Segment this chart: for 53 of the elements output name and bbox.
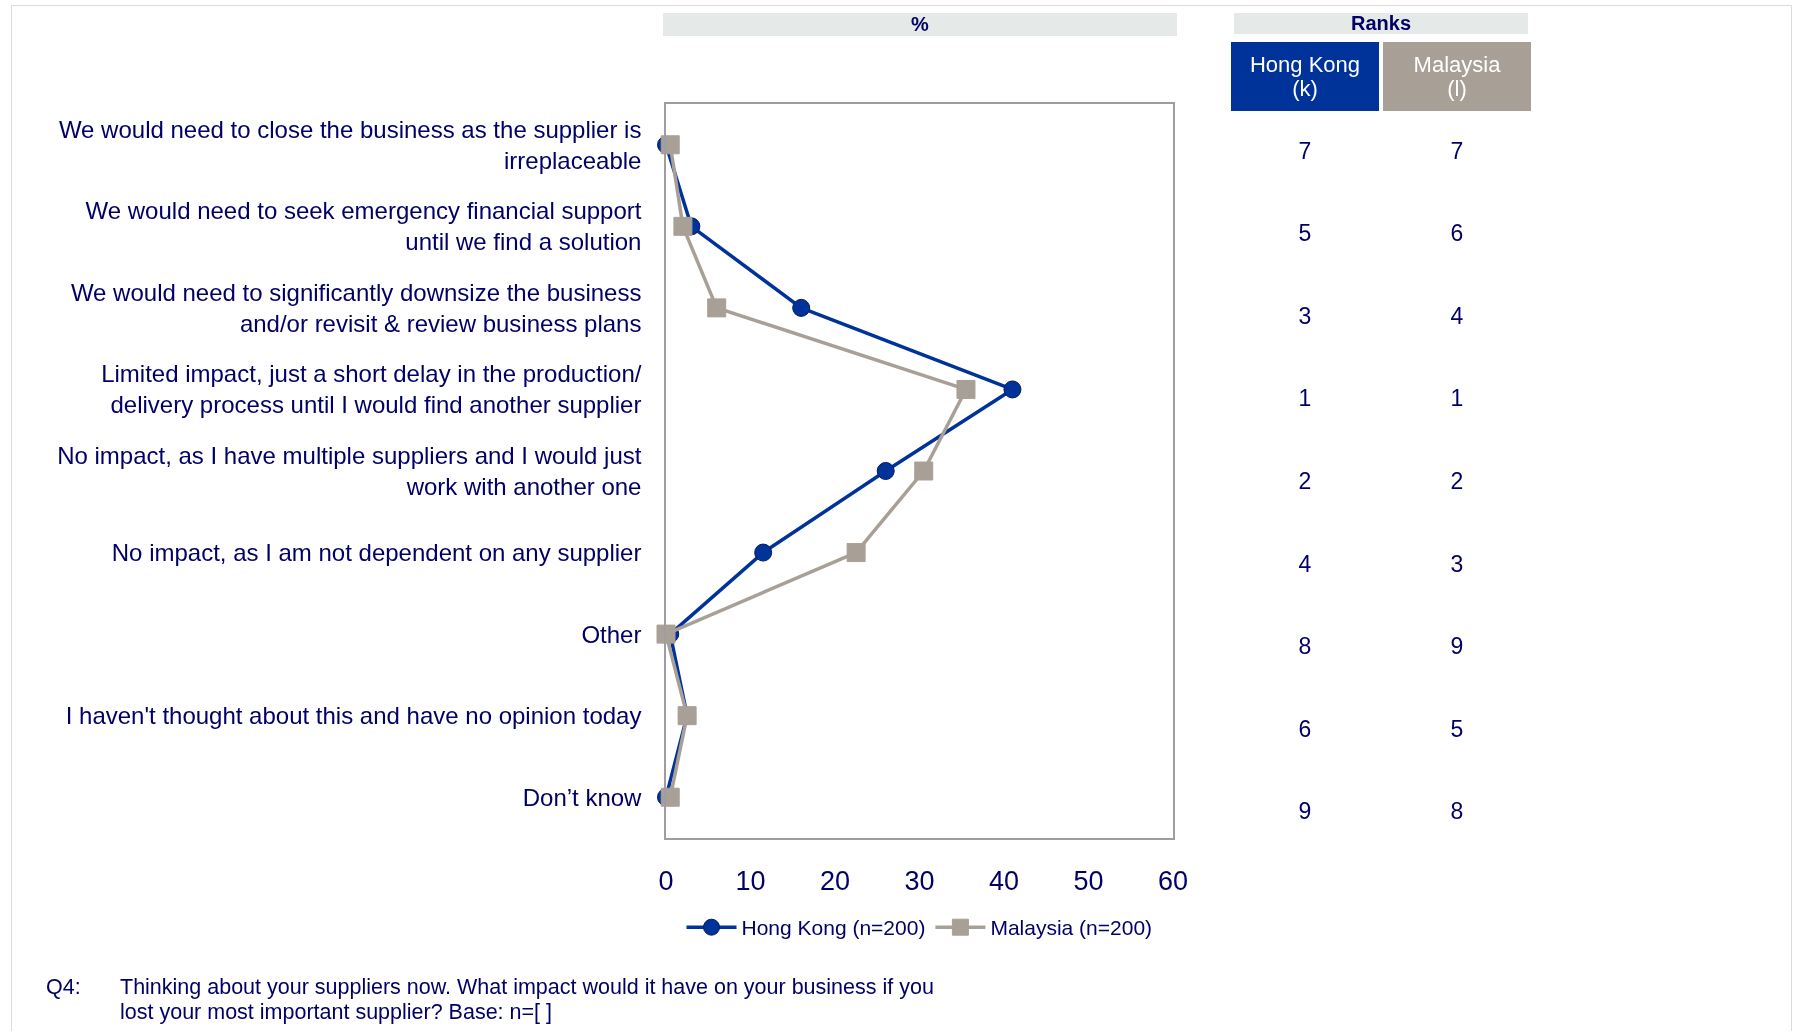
x-tick-label: Malaysia (l)	[1412, 51, 1502, 101]
x-tick-label: 10	[735, 866, 766, 897]
data-label: 1	[1275, 382, 1335, 415]
legend-label: Malaysia (n=200)	[990, 916, 1153, 940]
x-tick-label: 40	[988, 866, 1020, 897]
data-label: 2	[1275, 465, 1335, 498]
point	[660, 787, 680, 807]
point	[754, 543, 773, 562]
data-label: 9	[1275, 795, 1335, 828]
y-tick-label: I haven't thought about this and have no opinion today	[65, 702, 642, 730]
point	[846, 543, 866, 563]
data-label: 9	[1427, 630, 1487, 663]
y-tick-label: We would need to close the business as the supplier is irreplaceable	[58, 115, 642, 174]
y-tick-label: Don’t know	[522, 783, 643, 811]
data-label: 7	[1275, 135, 1335, 168]
x-tick-label: 50	[1073, 866, 1104, 897]
y-tick-label: No impact, as I am not dependent on any supplier	[111, 538, 642, 566]
x-tick-label: 0	[658, 866, 674, 897]
data-label: 8	[1427, 795, 1487, 828]
x-tick-label: 60	[1157, 866, 1189, 897]
data-label: 5	[1427, 713, 1487, 746]
text: Thinking about your suppliers now. What impact would it have on your business if you lost your most important supplier? Base: n=[ ]	[120, 975, 935, 1025]
legend-label: Hong Kong (n=200)	[741, 916, 926, 940]
y-tick-label: Limited impact, just a short delay in the production/ delivery process until I would find another supplier	[101, 360, 642, 419]
data-label: 4	[1275, 548, 1335, 581]
y-tick-label: We would need to seek emergency financial support until we find a solution	[85, 197, 642, 256]
point	[876, 462, 895, 480]
data-label: 2	[1427, 465, 1487, 498]
x-tick-label: Hong Kong (k)	[1248, 51, 1362, 101]
y-tick-label: We would need to significantly downsize the business and/or revisit & review business plans	[70, 278, 642, 337]
data-label: 7	[1427, 135, 1487, 168]
point	[956, 379, 976, 399]
x-tick-label: 20	[819, 866, 851, 897]
data-label: 3	[1427, 548, 1487, 581]
y-tick-label: Other	[581, 620, 642, 648]
data-label: 4	[1427, 300, 1487, 333]
point	[660, 135, 680, 155]
chart-title: %	[663, 13, 1177, 36]
data-label: 1	[1427, 382, 1487, 415]
text: Q4:	[46, 975, 82, 1001]
data-label: 3	[1275, 300, 1335, 333]
point	[1003, 380, 1022, 399]
point	[914, 461, 934, 481]
chart-title: Ranks	[1234, 12, 1528, 34]
point	[792, 298, 811, 317]
x-tick-label: 30	[904, 866, 935, 897]
data-label: 6	[1275, 713, 1335, 746]
data-label: 8	[1275, 630, 1335, 663]
y-tick-label: No impact, as I have multiple suppliers and I would just work with another one	[57, 441, 642, 500]
data-label: 6	[1427, 217, 1487, 250]
point	[673, 216, 693, 236]
point	[707, 298, 727, 318]
data-label: 5	[1275, 217, 1335, 250]
